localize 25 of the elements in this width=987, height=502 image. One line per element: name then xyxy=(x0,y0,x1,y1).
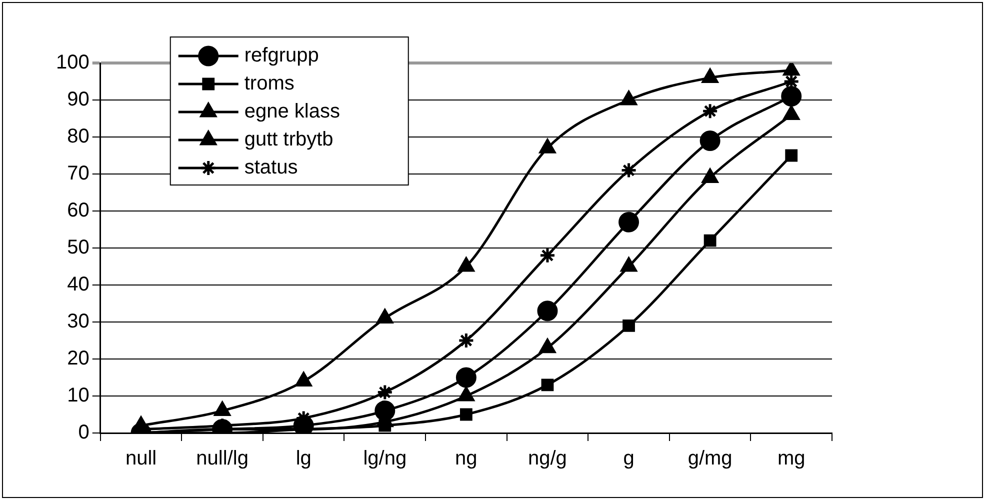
x-tick-label: g xyxy=(623,448,634,470)
x-tick-label: lg/ng xyxy=(363,448,407,470)
x-tick-label: g/mg xyxy=(688,448,732,470)
y-tick-label: 90 xyxy=(67,88,90,111)
legend-label: troms xyxy=(244,72,294,95)
x-tick-label: mg xyxy=(777,448,806,470)
legend-label: status xyxy=(244,156,298,179)
y-tick-label: 70 xyxy=(67,162,90,185)
y-tick-label: 30 xyxy=(67,310,90,333)
legend-label: refgrupp xyxy=(244,44,319,67)
y-tick-label: 20 xyxy=(67,348,90,370)
y-tick-label: 60 xyxy=(67,200,90,222)
x-tick-label: ng/g xyxy=(528,448,567,470)
x-tick-label: null/lg xyxy=(196,448,248,470)
y-tick-label: 80 xyxy=(67,126,90,148)
legend-label: gutt trbytb xyxy=(244,128,334,151)
y-tick-label: 50 xyxy=(67,236,90,259)
x-tick-label: lg xyxy=(296,448,312,470)
y-tick-label: 40 xyxy=(67,274,90,296)
x-tick-label: null xyxy=(125,448,157,470)
legend-label: egne klass xyxy=(244,100,340,123)
y-tick-label: 0 xyxy=(78,422,90,444)
x-tick-label: ng xyxy=(455,448,478,470)
y-tick-label: 10 xyxy=(67,384,90,407)
y-tick-label: 100 xyxy=(56,52,90,74)
